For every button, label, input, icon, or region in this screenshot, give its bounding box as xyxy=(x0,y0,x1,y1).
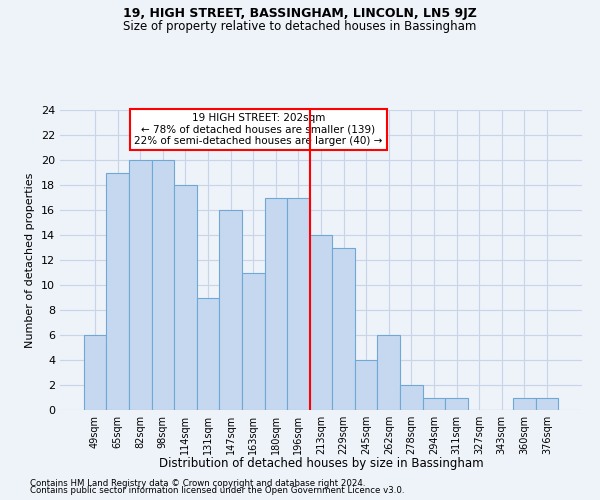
Bar xyxy=(106,172,129,410)
Bar xyxy=(355,360,377,410)
Text: Size of property relative to detached houses in Bassingham: Size of property relative to detached ho… xyxy=(124,20,476,33)
Bar xyxy=(242,272,265,410)
Bar xyxy=(287,198,310,410)
Bar xyxy=(332,248,355,410)
Bar xyxy=(310,235,332,410)
Bar xyxy=(536,398,558,410)
Bar xyxy=(513,398,536,410)
Text: Contains public sector information licensed under the Open Government Licence v3: Contains public sector information licen… xyxy=(30,486,404,495)
Bar xyxy=(152,160,174,410)
Text: Contains HM Land Registry data © Crown copyright and database right 2024.: Contains HM Land Registry data © Crown c… xyxy=(30,478,365,488)
Text: 19, HIGH STREET, BASSINGHAM, LINCOLN, LN5 9JZ: 19, HIGH STREET, BASSINGHAM, LINCOLN, LN… xyxy=(123,8,477,20)
Text: 19 HIGH STREET: 202sqm
← 78% of detached houses are smaller (139)
22% of semi-de: 19 HIGH STREET: 202sqm ← 78% of detached… xyxy=(134,113,383,146)
Bar xyxy=(129,160,152,410)
Text: Distribution of detached houses by size in Bassingham: Distribution of detached houses by size … xyxy=(158,458,484,470)
Bar xyxy=(445,398,468,410)
Bar xyxy=(220,210,242,410)
Bar xyxy=(174,185,197,410)
Bar xyxy=(265,198,287,410)
Y-axis label: Number of detached properties: Number of detached properties xyxy=(25,172,35,348)
Bar xyxy=(400,385,422,410)
Bar xyxy=(422,398,445,410)
Bar xyxy=(377,335,400,410)
Bar xyxy=(84,335,106,410)
Bar xyxy=(197,298,220,410)
